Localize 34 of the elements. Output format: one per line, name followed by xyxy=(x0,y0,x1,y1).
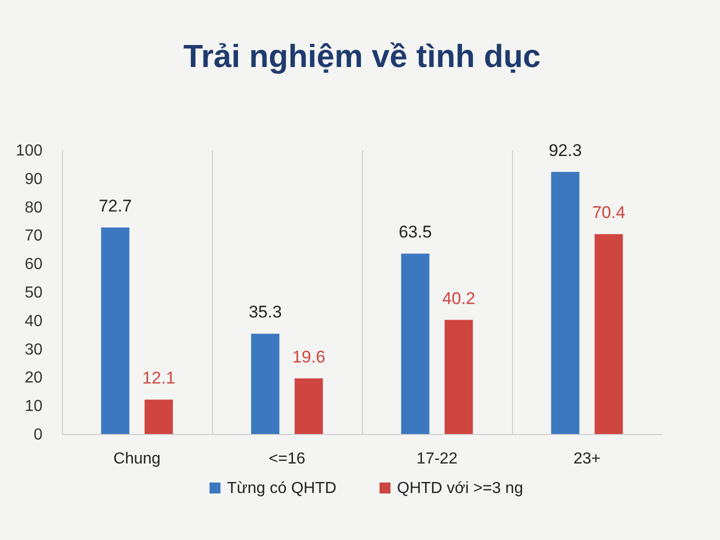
bar xyxy=(251,334,280,434)
y-tick-label: 20 xyxy=(24,370,43,387)
data-label: 19.6 xyxy=(292,347,326,366)
x-tick-label: Chung xyxy=(113,450,161,468)
y-tick-label: 30 xyxy=(24,341,43,358)
data-label: 12.1 xyxy=(142,368,176,388)
y-tick-label: 70 xyxy=(24,228,43,245)
y-tick-label: 40 xyxy=(24,312,43,330)
data-label: 72.7 xyxy=(98,196,132,216)
y-tick-label: 100 xyxy=(16,142,43,160)
data-label: 35.3 xyxy=(248,302,282,322)
y-tick-label: 50 xyxy=(24,284,43,302)
y-tick-label: 0 xyxy=(34,426,43,444)
chart-title: Trải nghiệm về tình dục xyxy=(183,38,541,74)
data-label: 40.2 xyxy=(442,288,476,308)
data-label: 63.5 xyxy=(398,222,432,242)
legend-label: QHTD với >=3 ng xyxy=(397,480,524,497)
legend-label: Từng có QHTD xyxy=(227,480,336,497)
y-tick-label: 60 xyxy=(24,256,43,274)
x-tick-label: 17-22 xyxy=(416,450,458,468)
bar xyxy=(294,378,323,434)
x-tick-label: <=16 xyxy=(268,450,306,468)
y-tick-label: 80 xyxy=(24,199,43,216)
y-tick-label: 90 xyxy=(24,170,43,188)
bar xyxy=(444,320,473,434)
bar xyxy=(101,228,130,434)
bar xyxy=(401,254,430,434)
data-label: 70.4 xyxy=(592,203,626,222)
bar xyxy=(594,234,623,434)
data-label: 92.3 xyxy=(548,140,582,160)
bar xyxy=(144,400,173,434)
bar xyxy=(551,172,580,434)
x-tick-label: 23+ xyxy=(573,450,601,468)
y-tick-label: 10 xyxy=(24,398,43,416)
